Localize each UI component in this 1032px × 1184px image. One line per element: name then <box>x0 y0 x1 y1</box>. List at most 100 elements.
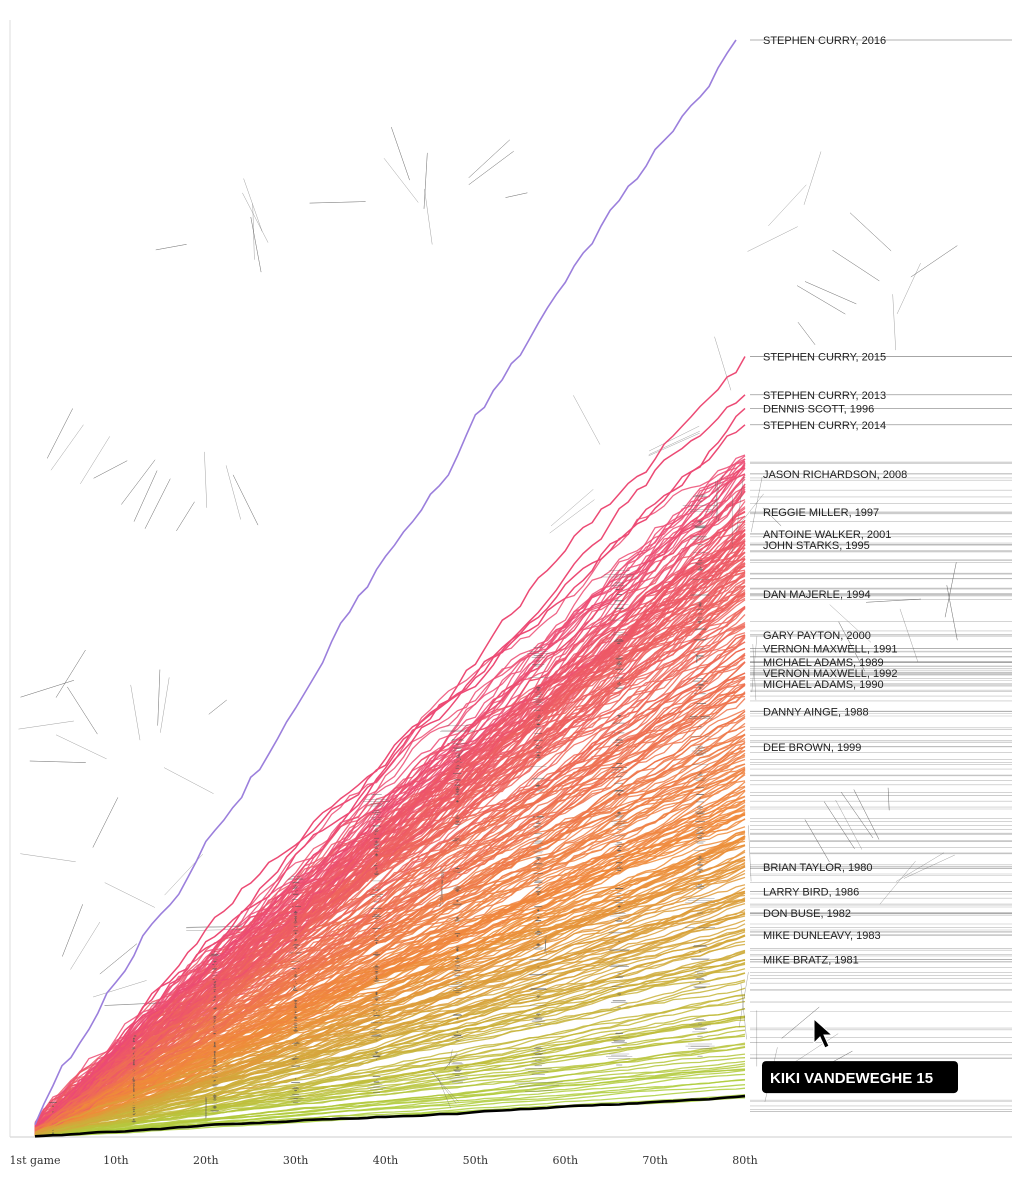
season-label[interactable]: REGGIE MILLER, 1997 <box>763 507 879 519</box>
season-label[interactable]: VERNON MAXWELL, 1991 <box>763 644 898 656</box>
season-line <box>34 789 746 1132</box>
curry-2016-line[interactable] <box>34 39 737 1126</box>
voronoi-edge <box>887 787 890 811</box>
voronoi-edge <box>121 459 156 505</box>
labeled-season-line[interactable] <box>34 746 746 1134</box>
season-label[interactable]: JOHN STARKS, 1995 <box>763 540 870 552</box>
voronoi-edge <box>514 1081 563 1084</box>
labeled-season-line[interactable] <box>34 394 746 1128</box>
voronoi-edge <box>104 1002 161 1006</box>
labeled-season-line[interactable] <box>34 407 746 1128</box>
voronoi-edge <box>130 684 141 741</box>
season-line <box>34 463 746 1130</box>
x-tick-label: 40th <box>373 1154 399 1167</box>
labeled-season-line[interactable] <box>34 473 746 1134</box>
highlighted-series <box>34 39 746 1138</box>
voronoi-edge <box>549 499 595 534</box>
voronoi-edge <box>243 178 263 232</box>
labeled-season-line[interactable] <box>34 544 746 1135</box>
voronoi-edge <box>865 598 921 603</box>
labeled-season-line[interactable] <box>34 672 746 1132</box>
season-label[interactable]: MICHAEL ADAMS, 1989 <box>763 657 884 669</box>
season-label[interactable]: LARRY BIRD, 1986 <box>763 886 859 898</box>
series-labels: STEPHEN CURRY, 2016 STEPHEN CURRY, 2015 ST… <box>763 35 907 967</box>
voronoi-edge <box>740 983 747 1040</box>
x-tick-label: 80th <box>732 1154 758 1167</box>
x-tick-label: 70th <box>642 1154 668 1167</box>
season-label[interactable]: MIKE BRATZ, 1981 <box>763 955 859 967</box>
season-label[interactable]: MIKE DUNLEAVY, 1983 <box>763 930 881 942</box>
voronoi-edge <box>879 860 916 905</box>
x-tick-label: 50th <box>463 1154 489 1167</box>
voronoi-edge <box>144 478 171 529</box>
labeled-season-line[interactable] <box>34 533 746 1133</box>
labeled-season-line[interactable] <box>34 958 746 1137</box>
season-line <box>34 654 746 1128</box>
voronoi-edge <box>573 395 601 445</box>
labeled-season-line[interactable] <box>34 593 746 1132</box>
labeled-season-line[interactable] <box>34 912 746 1135</box>
labeled-season-line[interactable] <box>34 866 746 1135</box>
season-line <box>34 979 746 1135</box>
voronoi-edge <box>525 1090 553 1093</box>
voronoi-edge <box>214 995 216 997</box>
voronoi-edge <box>781 1006 820 1039</box>
season-line <box>34 830 746 1132</box>
voronoi-edge <box>711 475 723 516</box>
voronoi-edge <box>468 139 510 178</box>
voronoi-edge <box>829 604 872 643</box>
voronoi-edge <box>55 649 86 698</box>
labeled-season-line[interactable] <box>34 683 746 1135</box>
voronoi-edge <box>892 294 896 351</box>
season-label[interactable]: STEPHEN CURRY, 2013 <box>763 390 886 402</box>
season-label[interactable]: VERNON MAXWELL, 1992 <box>763 668 898 680</box>
voronoi-edge <box>252 203 255 260</box>
voronoi-edge <box>750 477 763 533</box>
voronoi-edge <box>910 245 958 278</box>
season-label[interactable]: STEPHEN CURRY, 2016 <box>763 35 886 47</box>
labeled-season-line[interactable] <box>34 424 746 1130</box>
voronoi-edge <box>736 476 744 533</box>
season-label[interactable]: DANNY AINGE, 1988 <box>763 706 869 718</box>
mouse-cursor-icon <box>813 1017 834 1049</box>
voronoi-edge <box>835 799 863 850</box>
voronoi-edge <box>70 921 101 970</box>
hover-tooltip[interactable]: KIKI VANDEWEGHE 15 <box>762 1061 958 1094</box>
labeled-season-line[interactable] <box>34 356 746 1126</box>
voronoi-edge <box>176 501 195 532</box>
voronoi-edge <box>383 158 419 203</box>
season-label[interactable]: JASON RICHARDSON, 2008 <box>763 469 907 481</box>
vandeweghe-line[interactable] <box>34 1094 746 1138</box>
season-label[interactable]: STEPHEN CURRY, 2015 <box>763 352 886 364</box>
voronoi-edge <box>648 425 700 452</box>
season-label[interactable]: GARY PAYTON, 2000 <box>763 630 871 642</box>
season-label[interactable]: DON BUSE, 1982 <box>763 908 851 920</box>
season-label[interactable]: DENNIS SCOTT, 1996 <box>763 403 874 415</box>
season-label[interactable]: ANTOINE WALKER, 2001 <box>763 529 891 541</box>
season-label[interactable]: BRIAN TAYLOR, 1980 <box>763 862 872 874</box>
season-label[interactable]: STEPHEN CURRY, 2014 <box>763 420 886 432</box>
voronoi-edge <box>20 853 76 863</box>
voronoi-edge <box>67 686 98 735</box>
voronoi-edge <box>838 621 866 672</box>
x-tick-label: 60th <box>553 1154 579 1167</box>
voronoi-edge <box>832 249 880 282</box>
labeled-season-line[interactable] <box>34 634 746 1129</box>
voronoi-edge <box>443 1053 458 1070</box>
tooltip-box <box>762 1061 958 1094</box>
voronoi-edge <box>423 152 428 209</box>
voronoi-edge <box>155 244 187 251</box>
labeled-season-line[interactable] <box>34 934 746 1136</box>
labeled-season-line[interactable] <box>34 890 746 1133</box>
labeled-season-line[interactable] <box>34 710 746 1130</box>
season-line <box>34 763 746 1135</box>
season-label[interactable]: DEE BROWN, 1999 <box>763 742 861 754</box>
voronoi-edge <box>80 436 111 485</box>
voronoi-edge <box>62 904 83 957</box>
season-label[interactable]: MICHAEL ADAMS, 1990 <box>763 679 884 691</box>
season-label[interactable]: DAN MAJERLE, 1994 <box>763 589 871 601</box>
voronoi-edge <box>699 566 703 569</box>
season-line <box>34 573 746 1134</box>
voronoi-edge <box>751 636 758 693</box>
voronoi-edge <box>716 479 718 520</box>
